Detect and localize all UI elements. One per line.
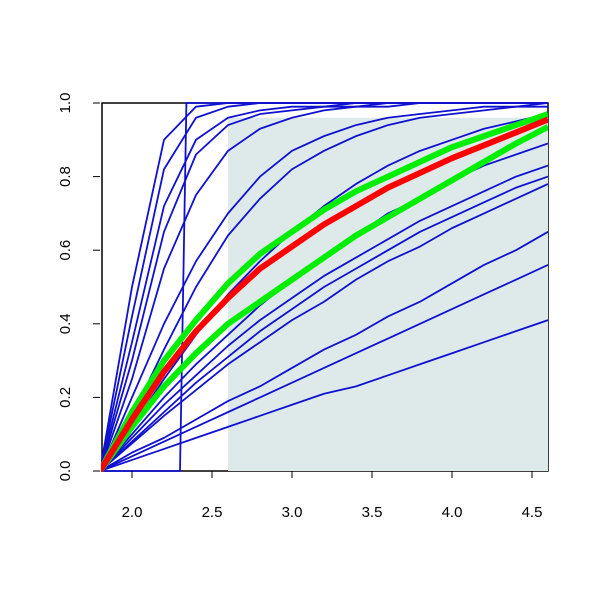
curve <box>101 113 548 472</box>
x-tick-label: 4.5 <box>522 504 543 521</box>
shade-region <box>228 117 548 471</box>
highlight-curve <box>101 116 548 472</box>
curve <box>101 164 548 472</box>
y-tick-label: 0.8 <box>57 166 74 187</box>
curve <box>101 231 548 472</box>
highlight-curve <box>101 124 548 472</box>
x-tick-label: 3.0 <box>282 504 303 521</box>
curve <box>101 183 548 472</box>
y-tick-label: 0.2 <box>57 387 74 408</box>
curves <box>101 102 548 472</box>
x-tick-label: 2.5 <box>202 504 223 521</box>
x-tick-label: 2.0 <box>122 504 143 521</box>
curve <box>101 102 548 471</box>
y-tick-label: 0.0 <box>57 461 74 482</box>
curve <box>101 102 548 471</box>
highlight-curve <box>101 111 548 472</box>
shade-layer <box>228 117 548 471</box>
curve <box>101 319 548 472</box>
axes: 2.0 2.5 3.0 3.5 4.0 4.5 0.0 0.2 0.4 0.6 0.8 1.0 <box>57 93 542 521</box>
curve <box>101 105 548 472</box>
y-tick-label: 0.4 <box>57 313 74 334</box>
y-tick-label: 1.0 <box>57 93 74 114</box>
y-tick-label: 0.6 <box>57 240 74 261</box>
curve <box>101 264 548 472</box>
x-tick-label: 3.5 <box>362 504 383 521</box>
x-tick-label: 4.0 <box>442 504 463 521</box>
curve <box>101 175 548 472</box>
